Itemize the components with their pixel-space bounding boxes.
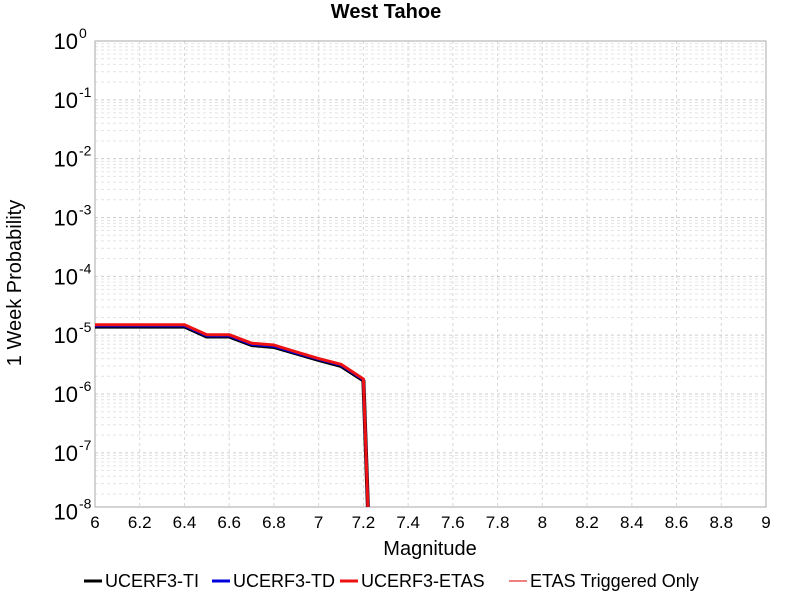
x-tick-label: 7.8: [486, 513, 510, 532]
y-tick-base: 10: [54, 500, 78, 525]
x-axis-label: Magnitude: [383, 538, 476, 560]
y-tick-base: 10: [54, 264, 78, 289]
y-axis-label: 1 Week Probability: [4, 200, 26, 366]
y-tick-base: 10: [54, 88, 78, 113]
plot-area: [94, 40, 767, 508]
y-tick-exponent: -7: [79, 437, 92, 453]
x-tick-label: 8.2: [575, 513, 599, 532]
y-tick-label: 10 -3: [54, 201, 92, 230]
y-tick-exponent: -3: [79, 201, 92, 217]
y-tick-label: 10 0: [54, 25, 87, 54]
y-tick-exponent: -1: [79, 84, 92, 100]
x-tick-label: 8.8: [709, 513, 733, 532]
y-tick-exponent: 0: [79, 25, 87, 41]
x-tick-label: 7.4: [396, 513, 420, 532]
chart-title: West Tahoe: [331, 1, 441, 23]
y-tick-exponent: -2: [79, 143, 92, 159]
series-layer: [95, 323, 370, 508]
series-line-ucerf3-etas: [95, 323, 370, 508]
grid: [94, 40, 767, 507]
y-tick-label: 10 -2: [54, 143, 92, 172]
y-tick-base: 10: [54, 382, 78, 407]
y-tick-base: 10: [54, 323, 78, 348]
x-tick-label: 6.8: [262, 513, 286, 532]
series-line-ucerf3-td: [95, 324, 370, 508]
series-line-ucerf3-ti: [95, 324, 370, 508]
y-tick-base: 10: [54, 441, 78, 466]
x-tick-label: 7.6: [441, 513, 465, 532]
legend-label: UCERF3-TI: [105, 571, 199, 591]
legend-item: UCERF3-TI: [84, 571, 199, 591]
y-tick-base: 10: [54, 147, 78, 172]
x-tick-label: 6.6: [217, 513, 241, 532]
y-tick-exponent: -5: [79, 319, 92, 335]
x-tick-label: 9: [761, 513, 770, 532]
x-tick-label: 6.2: [128, 513, 152, 532]
y-tick-label: 10 -1: [54, 84, 92, 113]
legend-label: UCERF3-TD: [233, 571, 335, 591]
x-tick-label: 7: [314, 513, 323, 532]
y-tick-label: 10 -5: [54, 319, 92, 348]
y-tick-exponent: -6: [79, 378, 92, 394]
x-tick-label: 6: [90, 513, 99, 532]
legend-item: ETAS Triggered Only: [509, 571, 699, 591]
y-tick-label: 10 -4: [54, 260, 92, 289]
x-tick-label: 7.2: [352, 513, 376, 532]
y-tick-label: 10 -6: [54, 378, 92, 407]
y-tick-base: 10: [54, 205, 78, 230]
y-tick-label: 10 -7: [54, 437, 92, 466]
x-tick-label: 8.6: [665, 513, 689, 532]
y-tick-exponent: -8: [79, 496, 92, 512]
y-tick-exponent: -4: [79, 260, 92, 276]
x-tick-label: 8: [538, 513, 547, 532]
y-tick-base: 10: [54, 29, 78, 54]
legend-label: UCERF3-ETAS: [361, 571, 485, 591]
legend: UCERF3-TI UCERF3-TD UCERF3-ETAS ETAS Trigge…: [84, 571, 699, 591]
x-tick-label: 6.4: [173, 513, 197, 532]
x-tick-label: 8.4: [620, 513, 644, 532]
x-axis-ticks: 6 6.2 6.4 6.6 6.8 7 7.2 7.4 7.6 7.8 8 8.2 8.4 8.6 8.8 9: [90, 513, 770, 532]
legend-label: ETAS Triggered Only: [530, 571, 699, 591]
legend-item: UCERF3-ETAS: [340, 571, 485, 591]
legend-item: UCERF3-TD: [212, 571, 335, 591]
y-tick-label: 10 -8: [54, 496, 92, 525]
